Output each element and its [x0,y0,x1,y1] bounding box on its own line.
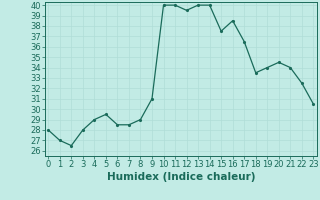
X-axis label: Humidex (Indice chaleur): Humidex (Indice chaleur) [107,172,255,182]
